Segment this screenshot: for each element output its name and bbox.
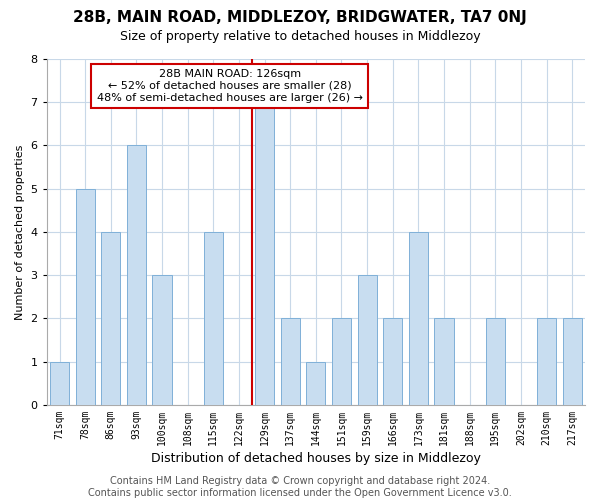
Bar	[332, 318, 351, 405]
Text: 28B MAIN ROAD: 126sqm
← 52% of detached houses are smaller (28)
48% of semi-deta: 28B MAIN ROAD: 126sqm ← 52% of detached …	[97, 70, 363, 102]
Bar	[101, 232, 121, 405]
Bar	[255, 102, 274, 405]
X-axis label: Distribution of detached houses by size in Middlezoy: Distribution of detached houses by size …	[151, 452, 481, 465]
Bar	[127, 146, 146, 405]
Text: 28B, MAIN ROAD, MIDDLEZOY, BRIDGWATER, TA7 0NJ: 28B, MAIN ROAD, MIDDLEZOY, BRIDGWATER, T…	[73, 10, 527, 25]
Text: Size of property relative to detached houses in Middlezoy: Size of property relative to detached ho…	[119, 30, 481, 43]
Bar	[434, 318, 454, 405]
Bar	[76, 188, 95, 405]
Bar	[537, 318, 556, 405]
Y-axis label: Number of detached properties: Number of detached properties	[15, 144, 25, 320]
Bar	[281, 318, 300, 405]
Bar	[409, 232, 428, 405]
Bar	[563, 318, 582, 405]
Text: Contains HM Land Registry data © Crown copyright and database right 2024.
Contai: Contains HM Land Registry data © Crown c…	[88, 476, 512, 498]
Bar	[152, 275, 172, 405]
Bar	[485, 318, 505, 405]
Bar	[50, 362, 69, 405]
Bar	[383, 318, 403, 405]
Bar	[204, 232, 223, 405]
Bar	[306, 362, 325, 405]
Bar	[358, 275, 377, 405]
